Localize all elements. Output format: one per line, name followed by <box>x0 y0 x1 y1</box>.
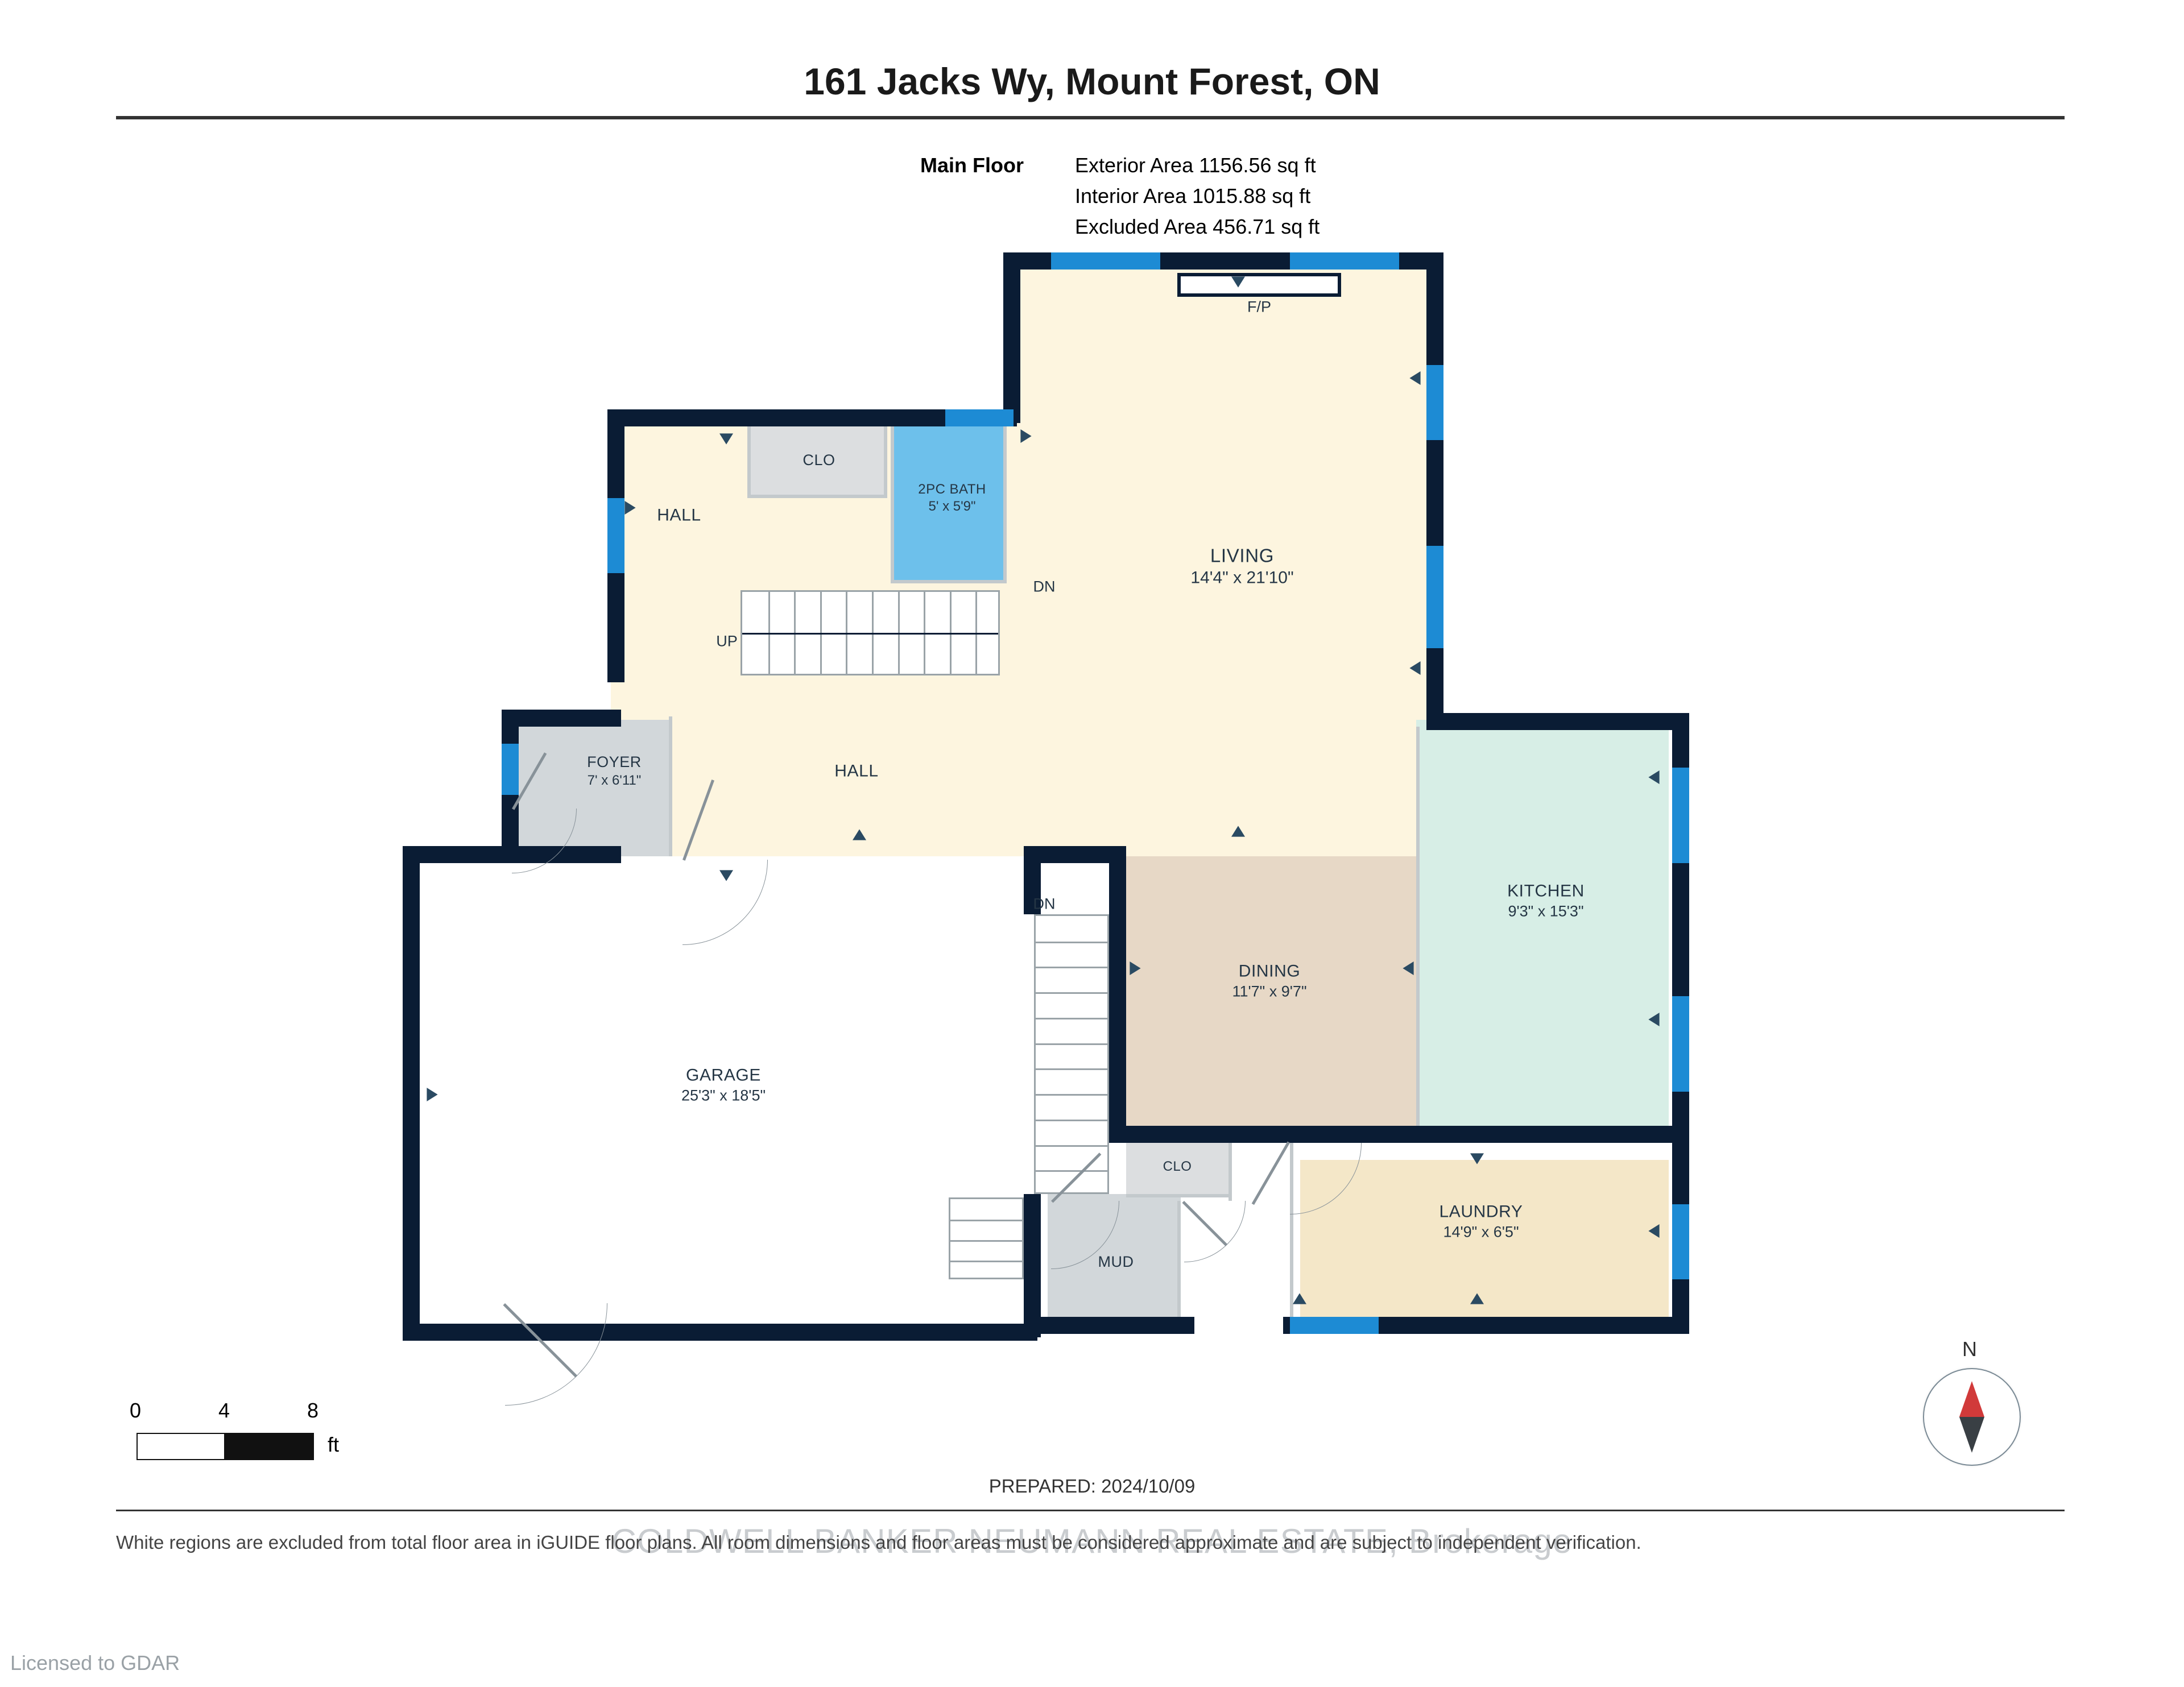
dim-arrow <box>1470 1293 1484 1304</box>
divider-top <box>116 116 2065 119</box>
interior-wall <box>1003 426 1007 583</box>
door <box>1290 1143 1362 1215</box>
room-hall2 <box>672 679 1433 856</box>
wall <box>1109 846 1126 1136</box>
room-label-dining: DINING11'7" x 9'7" <box>1232 960 1306 1001</box>
room-label-bath: 2PC BATH5' x 5'9" <box>918 481 986 515</box>
dim-arrow <box>624 501 635 515</box>
wall <box>1426 713 1686 730</box>
wall <box>1426 252 1443 727</box>
room-label-garage: GARAGE25'3" x 18'5" <box>681 1064 766 1105</box>
wall <box>1024 1194 1041 1337</box>
wall <box>1024 846 1119 863</box>
dim-arrow <box>1648 770 1659 784</box>
dim-arrow <box>1409 661 1420 675</box>
dim-arrow <box>1231 826 1245 836</box>
interior-wall <box>669 716 672 856</box>
divider-bottom <box>116 1510 2065 1511</box>
window <box>1672 996 1689 1092</box>
interior-wall <box>891 426 894 583</box>
dim-arrow <box>719 433 733 444</box>
room-label-mud: MUD <box>1098 1253 1134 1272</box>
stairs <box>741 590 1000 675</box>
scale-tick: 8 <box>307 1399 318 1423</box>
window <box>1672 768 1689 863</box>
room-label-living: LIVING14'4" x 21'10" <box>1190 544 1293 589</box>
stairs <box>1034 914 1109 1194</box>
interior-wall <box>1416 727 1420 1129</box>
room-label-laundry: LAUNDRY14'9" x 6'5" <box>1439 1201 1523 1241</box>
dim-arrow <box>719 870 733 881</box>
scale-unit: ft <box>328 1433 339 1457</box>
stats-row: Excluded Area 456.71 sq ft <box>1075 215 1320 239</box>
license-text: Licensed to GDAR <box>10 1651 180 1675</box>
disclaimer-text: White regions are excluded from total fl… <box>116 1532 2065 1553</box>
interior-wall <box>747 495 887 498</box>
window <box>607 498 624 573</box>
window <box>1426 365 1443 440</box>
compass-icon <box>1923 1368 2021 1466</box>
door <box>512 809 577 873</box>
interior-wall <box>1228 1139 1232 1201</box>
room-living <box>1007 259 1437 720</box>
window <box>1051 252 1160 270</box>
tiny-label: UP <box>716 633 738 650</box>
window <box>1290 1317 1379 1334</box>
window <box>502 744 519 795</box>
dim-arrow <box>1648 1224 1659 1238</box>
room-kitchen <box>1416 720 1669 1129</box>
exterior-steps <box>949 1197 1024 1279</box>
window <box>1426 546 1443 648</box>
dim-arrow <box>427 1088 437 1101</box>
room-label-foyer: FOYER7' x 6'11" <box>587 753 642 789</box>
room-label-kitchen: KITCHEN9'3" x 15'3" <box>1507 880 1585 921</box>
wall <box>403 1324 1037 1341</box>
wall <box>403 846 420 1337</box>
scale-tick: 0 <box>130 1399 141 1423</box>
dim-arrow <box>1409 371 1420 385</box>
stats-row: Interior Area 1015.88 sq ft <box>1075 184 1310 208</box>
dim-arrow <box>1020 429 1031 443</box>
door <box>505 1303 607 1406</box>
compass-north-label: N <box>1962 1337 1977 1361</box>
room-label-hall2: HALL <box>834 760 878 782</box>
room-label-clo2: CLO <box>1163 1158 1192 1175</box>
scale-tick: 4 <box>218 1399 230 1423</box>
prepared-date: PREPARED: 2024/10/09 <box>989 1475 1196 1497</box>
window <box>1290 252 1399 270</box>
interior-wall <box>891 580 1007 583</box>
window <box>945 409 1014 426</box>
tiny-label: F/P <box>1247 299 1271 316</box>
page-title: 161 Jacks Wy, Mount Forest, ON <box>804 60 1380 103</box>
wall <box>502 710 621 727</box>
interior-wall <box>1177 1201 1181 1320</box>
window <box>1672 1204 1689 1279</box>
room-label-clo1: CLO <box>803 451 835 470</box>
interior-wall <box>1126 1194 1232 1197</box>
door <box>1184 1201 1246 1262</box>
dim-arrow <box>1403 961 1413 975</box>
dim-arrow <box>1470 1153 1484 1164</box>
fireplace <box>1177 273 1341 297</box>
dim-arrow <box>1130 961 1140 975</box>
interior-wall <box>747 426 751 495</box>
dim-arrow <box>1293 1293 1306 1304</box>
wall <box>1109 1126 1689 1143</box>
wall <box>1024 1317 1194 1334</box>
room-label-hall1: HALL <box>657 504 701 526</box>
wall <box>1003 252 1020 423</box>
tiny-label: DN <box>1033 578 1056 596</box>
stats-floor-label: Main Floor <box>920 154 1024 177</box>
dim-arrow <box>853 829 866 840</box>
interior-wall <box>884 426 887 495</box>
stats-row: Exterior Area 1156.56 sq ft <box>1075 154 1316 177</box>
tiny-label: DN <box>1033 896 1056 913</box>
dim-arrow <box>1231 276 1245 287</box>
dim-arrow <box>1648 1013 1659 1026</box>
